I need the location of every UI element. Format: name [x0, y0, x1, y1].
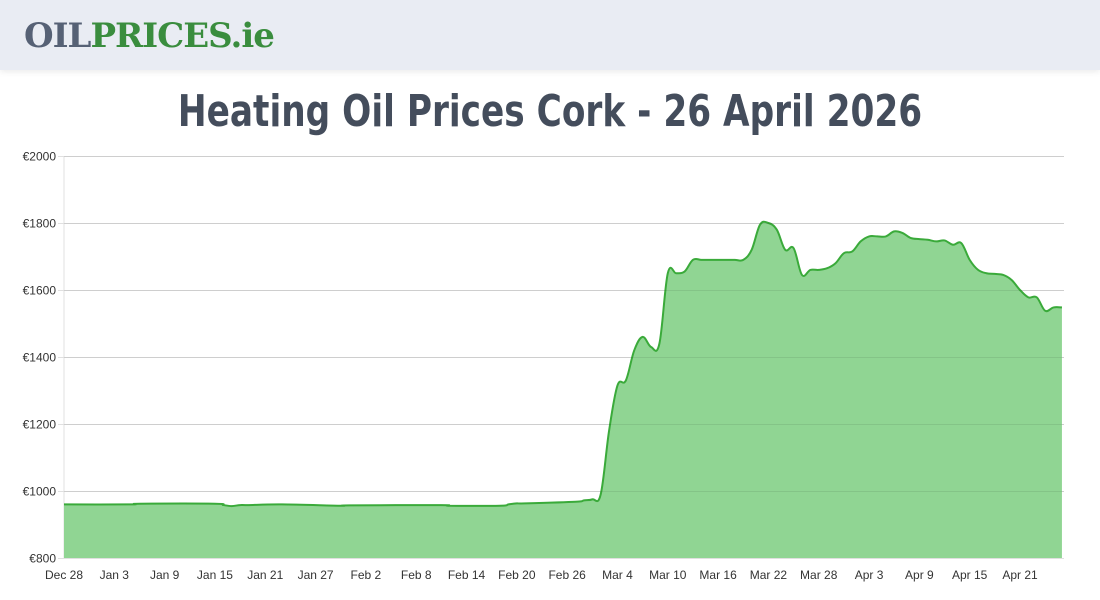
x-tick-label: Feb 8	[401, 568, 432, 582]
y-axis: €800 €1000 €1200 €1400 €1600 €1800 €2000	[23, 150, 57, 566]
site-logo[interactable]: OILPRICES.ie	[24, 16, 275, 56]
price-area-fill	[64, 221, 1062, 558]
price-line	[63, 220, 1062, 508]
x-tick-label: Mar 10	[649, 568, 687, 582]
x-tick-label: Jan 9	[150, 568, 180, 582]
y-tick-label: €2000	[23, 150, 57, 164]
page-title: Heating Oil Prices Cork - 26 April 2026	[177, 86, 923, 137]
x-tick-label: Mar 22	[750, 568, 788, 582]
x-tick-label: Jan 21	[247, 568, 283, 582]
x-tick-label: Mar 28	[800, 568, 838, 582]
x-tick-label: Jan 27	[298, 568, 334, 582]
y-tick-label: €800	[29, 552, 56, 566]
x-axis: Dec 28 Jan 3 Jan 9 Jan 15 Jan 21 Jan 27 Feb 2 F…	[45, 568, 1038, 582]
x-tick-label: Feb 14	[448, 568, 486, 582]
logo-oil: OIL	[24, 16, 91, 56]
y-tick-label: €1200	[23, 418, 57, 432]
logo-prices: PRICES.ie	[90, 16, 274, 56]
x-tick-label: Apr 21	[1002, 568, 1038, 582]
site-header: OILPRICES.ie	[0, 0, 1100, 70]
x-tick-label: Mar 4	[602, 568, 633, 582]
x-tick-label: Jan 3	[100, 568, 130, 582]
y-tick-label: €1000	[23, 485, 57, 499]
x-tick-label: Apr 15	[952, 568, 988, 582]
y-tick-label: €1800	[23, 217, 57, 231]
x-tick-label: Mar 16	[699, 568, 737, 582]
x-tick-label: Apr 9	[905, 568, 934, 582]
y-tick-label: €1400	[23, 351, 57, 365]
x-tick-label: Jan 15	[197, 568, 233, 582]
y-tick-label: €1600	[23, 284, 57, 298]
x-tick-label: Dec 28	[45, 568, 83, 582]
x-tick-label: Feb 26	[548, 568, 586, 582]
x-tick-label: Apr 3	[855, 568, 884, 582]
x-tick-label: Feb 20	[498, 568, 536, 582]
x-tick-label: Feb 2	[351, 568, 382, 582]
